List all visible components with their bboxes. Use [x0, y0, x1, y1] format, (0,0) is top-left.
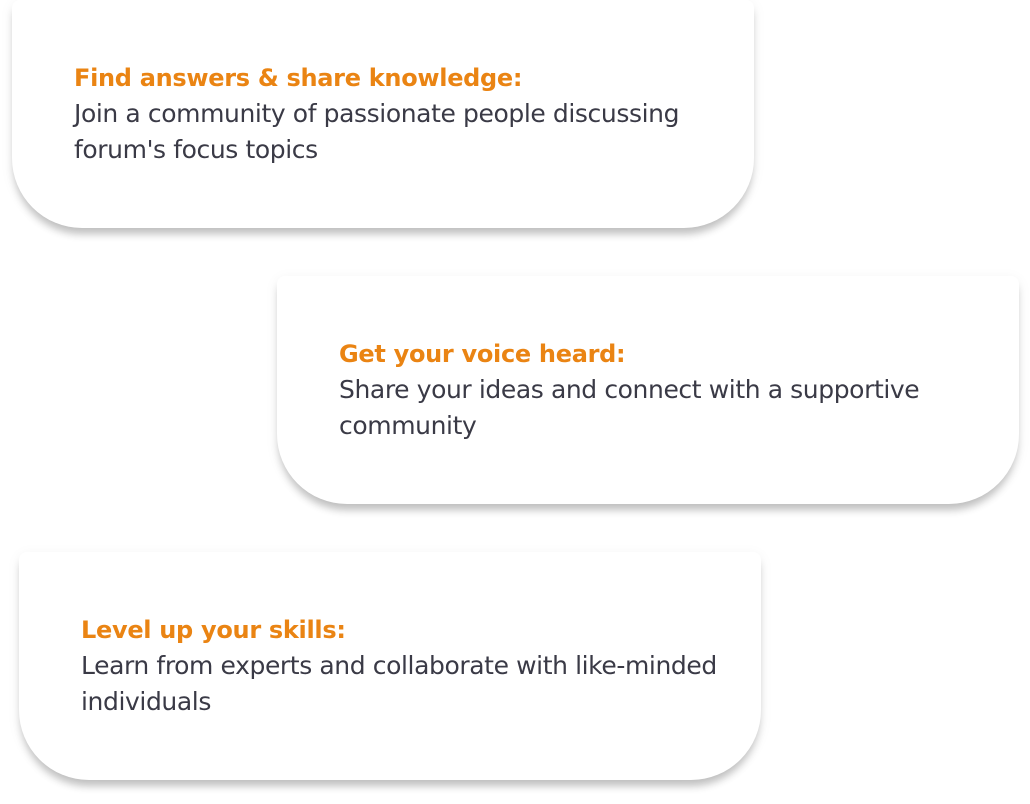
- feature-card-voice-heard: Get your voice heard: Share your ideas a…: [277, 276, 1019, 504]
- feature-card-find-answers: Find answers & share knowledge: Join a c…: [12, 0, 754, 228]
- card-title: Find answers & share knowledge:: [74, 64, 523, 92]
- card-description: Learn from experts and collaborate with …: [81, 651, 717, 716]
- card-title: Get your voice heard:: [339, 340, 626, 368]
- feature-card-level-up: Level up your skills: Learn from experts…: [19, 552, 761, 780]
- card-description: Join a community of passionate people di…: [74, 99, 680, 164]
- card-title: Level up your skills:: [81, 616, 346, 644]
- card-description: Share your ideas and connect with a supp…: [339, 375, 920, 440]
